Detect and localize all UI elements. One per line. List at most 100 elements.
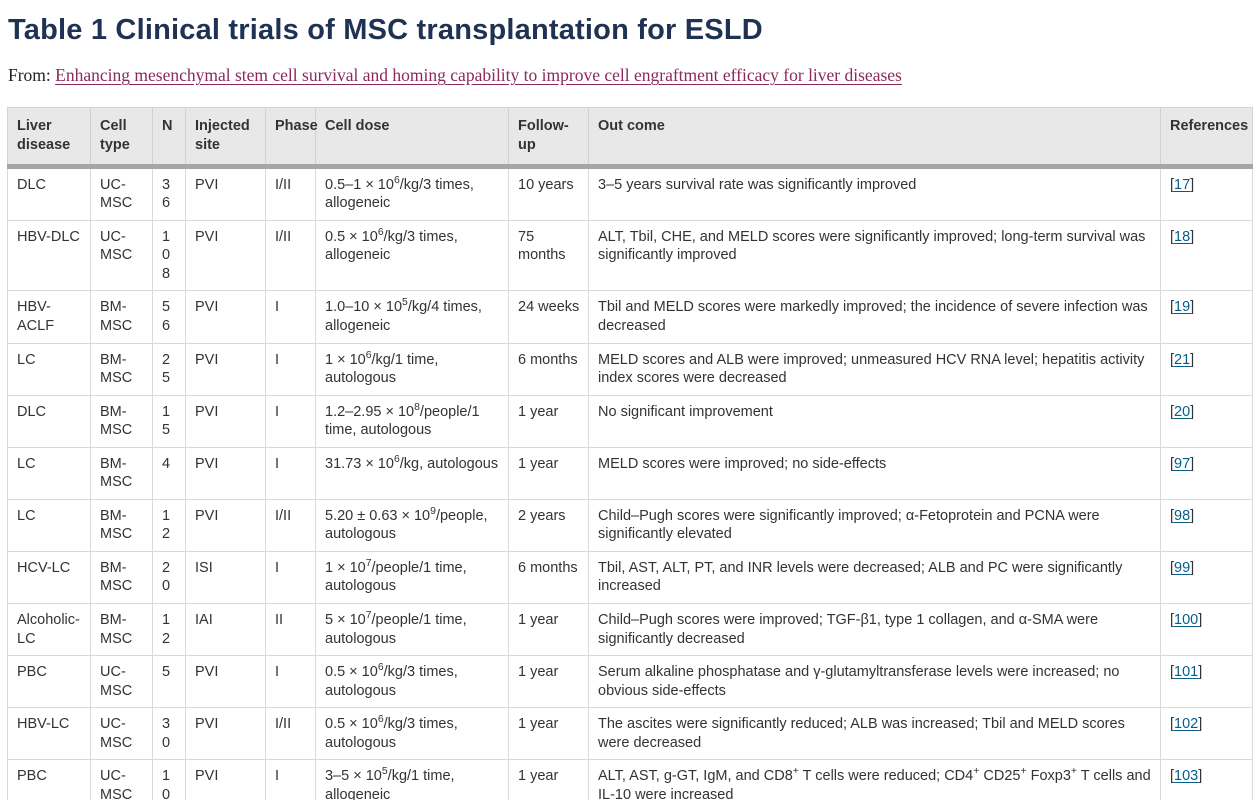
cell-phase: I [265, 446, 316, 500]
column-header-phase: Phase [265, 107, 318, 167]
cell-follow_up: 24 weeks [508, 290, 589, 344]
cell-follow_up: 1 year [508, 707, 589, 761]
cell-disease: LC [7, 342, 91, 396]
table-row: HBV-LC UC-MSC 30 PVI I/II 0.5 × 106/kg/3 time… [7, 707, 1253, 761]
cell-ref: [21] [1160, 342, 1253, 396]
cell-outcome: ALT, Tbil, CHE, and MELD scores were sig… [588, 219, 1161, 292]
cell-disease: Alcoholic-LC [7, 602, 91, 657]
reference-link[interactable]: 97 [1174, 455, 1191, 472]
reference-link[interactable]: 101 [1174, 664, 1199, 681]
reference-bracket-close: ] [1198, 768, 1203, 785]
reference-bracket-close: ] [1190, 351, 1195, 368]
cell-site: PVI [185, 165, 266, 221]
reference-link[interactable]: 19 [1174, 299, 1191, 316]
reference-link[interactable]: 18 [1174, 228, 1191, 245]
cell-ref: [17] [1160, 165, 1253, 221]
reference-link[interactable]: 103 [1174, 768, 1199, 785]
table-row: HBV-DLC UC-MSC 108 PVI I/II 0.5 × 106/kg/3 ti… [7, 219, 1253, 292]
reference-bracket-close: ] [1190, 403, 1195, 420]
cell-cell_type: BM-MSC [90, 394, 153, 448]
cell-site: ISI [185, 550, 266, 604]
cell-ref: [19] [1160, 290, 1253, 344]
cell-cell_type: BM-MSC [90, 602, 153, 657]
cell-disease: LC [7, 498, 91, 552]
reference-link[interactable]: 17 [1174, 176, 1191, 193]
cell-outcome: MELD scores were improved; no side-effec… [588, 446, 1161, 500]
cell-follow_up: 2 years [508, 498, 589, 552]
reference-link[interactable]: 102 [1174, 716, 1199, 733]
cell-phase: I [265, 655, 316, 709]
reference-bracket-open: [ [1170, 299, 1175, 316]
cell-phase: I [265, 550, 316, 604]
cell-outcome: The ascites were significantly reduced; … [588, 707, 1161, 761]
column-header-n: N [152, 107, 186, 167]
clinical-trials-table: Liver disease Cell type N Injected site Phas… [7, 107, 1253, 800]
reference-link[interactable]: 100 [1174, 611, 1199, 628]
cell-outcome: Tbil and MELD scores were markedly impro… [588, 290, 1161, 344]
cell-ref: [100] [1160, 602, 1253, 657]
cell-follow_up: 1 year [508, 655, 589, 709]
reference-bracket-close: ] [1190, 455, 1195, 472]
article-link[interactable]: Enhancing mesenchymal stem cell survival… [55, 65, 902, 85]
cell-follow_up: 1 year [508, 446, 589, 500]
cell-outcome: Child–Pugh scores were significantly imp… [588, 498, 1161, 552]
cell-n: 12 [152, 602, 186, 657]
reference-link[interactable]: 99 [1174, 559, 1191, 576]
cell-n: 12 [152, 498, 186, 552]
reference-bracket-open: [ [1170, 768, 1175, 785]
reference-bracket-close: ] [1198, 611, 1203, 628]
cell-dose: 0.5 × 106/kg/3 times, autologous [315, 707, 509, 761]
table-row: DLC UC-MSC 36 PVI I/II 0.5–1 × 106/kg/3 times… [7, 165, 1253, 221]
reference-bracket-open: [ [1170, 716, 1175, 733]
cell-outcome: 3–5 years survival rate was significantl… [588, 165, 1161, 221]
cell-disease: LC [7, 446, 91, 500]
reference-link[interactable]: 20 [1174, 403, 1191, 420]
source-line: From: Enhancing mesenchymal stem cell su… [8, 65, 1252, 86]
cell-dose: 1 × 107/people/1 time, autologous [315, 550, 509, 604]
reference-bracket-close: ] [1190, 507, 1195, 524]
cell-ref: [99] [1160, 550, 1253, 604]
reference-bracket-close: ] [1190, 559, 1195, 576]
reference-bracket-close: ] [1190, 176, 1195, 193]
cell-cell_type: BM-MSC [90, 342, 153, 396]
cell-dose: 1.0–10 × 105/kg/4 times, allogeneic [315, 290, 509, 344]
cell-disease: DLC [7, 394, 91, 448]
cell-cell_type: BM-MSC [90, 550, 153, 604]
table-header-row: Liver disease Cell type N Injected site Phas… [7, 107, 1253, 167]
cell-phase: I [265, 759, 316, 800]
cell-disease: HBV-ACLF [7, 290, 91, 344]
reference-link[interactable]: 21 [1174, 351, 1191, 368]
reference-bracket-open: [ [1170, 455, 1175, 472]
cell-dose: 1.2–2.95 × 108/people/1 time, autologous [315, 394, 509, 448]
cell-cell_type: UC-MSC [90, 655, 153, 709]
table-row: LC BM-MSC 12 PVI I/II 5.20 ± 0.63 × 109/peopl… [7, 498, 1253, 552]
cell-n: 20 [152, 550, 186, 604]
cell-outcome: No significant improvement [588, 394, 1161, 448]
table-row: PBC UC-MSC 5 PVI I 0.5 × 106/kg/3 times, auto… [7, 655, 1253, 709]
cell-disease: HBV-DLC [7, 219, 91, 292]
cell-ref: [102] [1160, 707, 1253, 761]
cell-ref: [97] [1160, 446, 1253, 500]
reference-bracket-open: [ [1170, 176, 1175, 193]
cell-dose: 5 × 107/people/1 time, autologous [315, 602, 509, 657]
reference-bracket-open: [ [1170, 664, 1175, 681]
cell-site: PVI [185, 394, 266, 448]
table-row: PBC UC-MSC 10 PVI I 3–5 × 105/kg/1 time, allo… [7, 759, 1253, 800]
cell-disease: PBC [7, 655, 91, 709]
reference-bracket-close: ] [1198, 664, 1203, 681]
cell-n: 10 [152, 759, 186, 800]
cell-site: IAI [185, 602, 266, 657]
cell-phase: I/II [265, 219, 316, 292]
cell-disease: HCV-LC [7, 550, 91, 604]
cell-dose: 0.5 × 106/kg/3 times, autologous [315, 655, 509, 709]
cell-phase: II [265, 602, 316, 657]
table-row: DLC BM-MSC 15 PVI I 1.2–2.95 × 108/people/1 t… [7, 394, 1253, 448]
reference-bracket-close: ] [1190, 228, 1195, 245]
reference-link[interactable]: 98 [1174, 507, 1191, 524]
cell-cell_type: UC-MSC [90, 759, 153, 800]
reference-bracket-close: ] [1190, 299, 1195, 316]
cell-disease: DLC [7, 165, 91, 221]
cell-cell_type: BM-MSC [90, 498, 153, 552]
cell-dose: 31.73 × 106/kg, autologous [315, 446, 509, 500]
